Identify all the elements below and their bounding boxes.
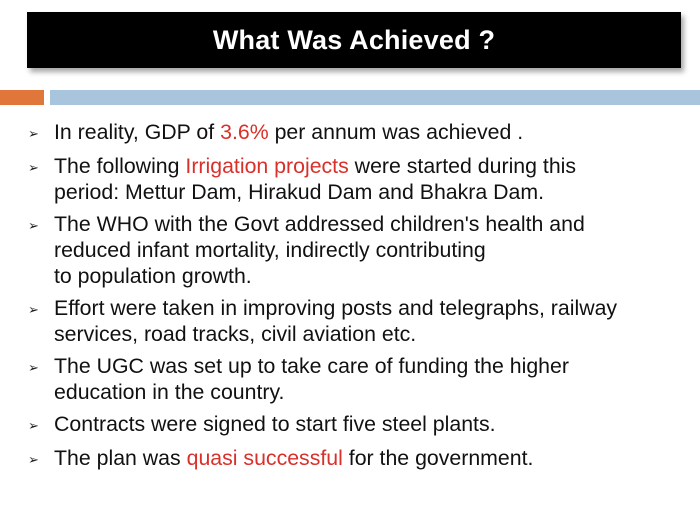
chevron-right-icon: ➢ bbox=[28, 302, 39, 317]
bullet-text: Contracts were signed to start five stee… bbox=[54, 412, 496, 436]
bullet-text-part: The following bbox=[54, 154, 186, 178]
bullet-item-who: ➢ The WHO with the Govt addressed childr… bbox=[28, 211, 688, 289]
highlighted-text: 3.6% bbox=[220, 120, 269, 144]
bullet-text: The following Irrigation projects were s… bbox=[54, 153, 688, 205]
accent-bar-orange bbox=[0, 90, 44, 105]
bullet-text-part: The plan was bbox=[54, 446, 187, 470]
bullet-item-infrastructure: ➢ Effort were taken in improving posts a… bbox=[28, 295, 688, 347]
highlighted-text: quasi successful bbox=[186, 446, 343, 470]
bullet-item-irrigation: ➢ The following Irrigation projects were… bbox=[28, 153, 688, 205]
chevron-right-icon: ➢ bbox=[28, 218, 39, 233]
highlighted-text: Irrigation projects bbox=[185, 154, 349, 178]
chevron-right-icon: ➢ bbox=[28, 160, 39, 175]
title-bar: What Was Achieved ? bbox=[27, 12, 681, 68]
bullet-list: ➢ In reality, GDP of 3.6% per annum was … bbox=[28, 119, 688, 479]
chevron-right-icon: ➢ bbox=[28, 360, 39, 375]
bullet-text-part: per annum was achieved . bbox=[268, 120, 524, 144]
bullet-text: In reality, GDP of 3.6% per annum was ac… bbox=[54, 119, 688, 145]
bullet-item-outcome: ➢ The plan was quasi successful for the … bbox=[28, 445, 688, 473]
bullet-text: Effort were taken in improving posts and… bbox=[54, 296, 618, 346]
bullet-item-gdp: ➢ In reality, GDP of 3.6% per annum was … bbox=[28, 119, 688, 147]
bullet-text-part: were started during this period: Mettur … bbox=[54, 154, 577, 204]
chevron-right-icon: ➢ bbox=[28, 418, 39, 433]
bullet-text: The WHO with the Govt addressed children… bbox=[54, 212, 585, 288]
chevron-right-icon: ➢ bbox=[28, 452, 39, 467]
bullet-item-ugc: ➢ The UGC was set up to take care of fun… bbox=[28, 353, 688, 405]
accent-bar-blue bbox=[50, 90, 700, 105]
bullet-text-part: In reality, GDP of bbox=[54, 120, 221, 144]
chevron-right-icon: ➢ bbox=[28, 126, 39, 141]
bullet-text-part: for the government. bbox=[342, 446, 534, 470]
bullet-text: The UGC was set up to take care of fundi… bbox=[54, 354, 569, 404]
bullet-text: The plan was quasi successful for the go… bbox=[54, 445, 688, 471]
slide-title: What Was Achieved ? bbox=[212, 24, 496, 55]
bullet-item-steel: ➢ Contracts were signed to start five st… bbox=[28, 411, 688, 439]
